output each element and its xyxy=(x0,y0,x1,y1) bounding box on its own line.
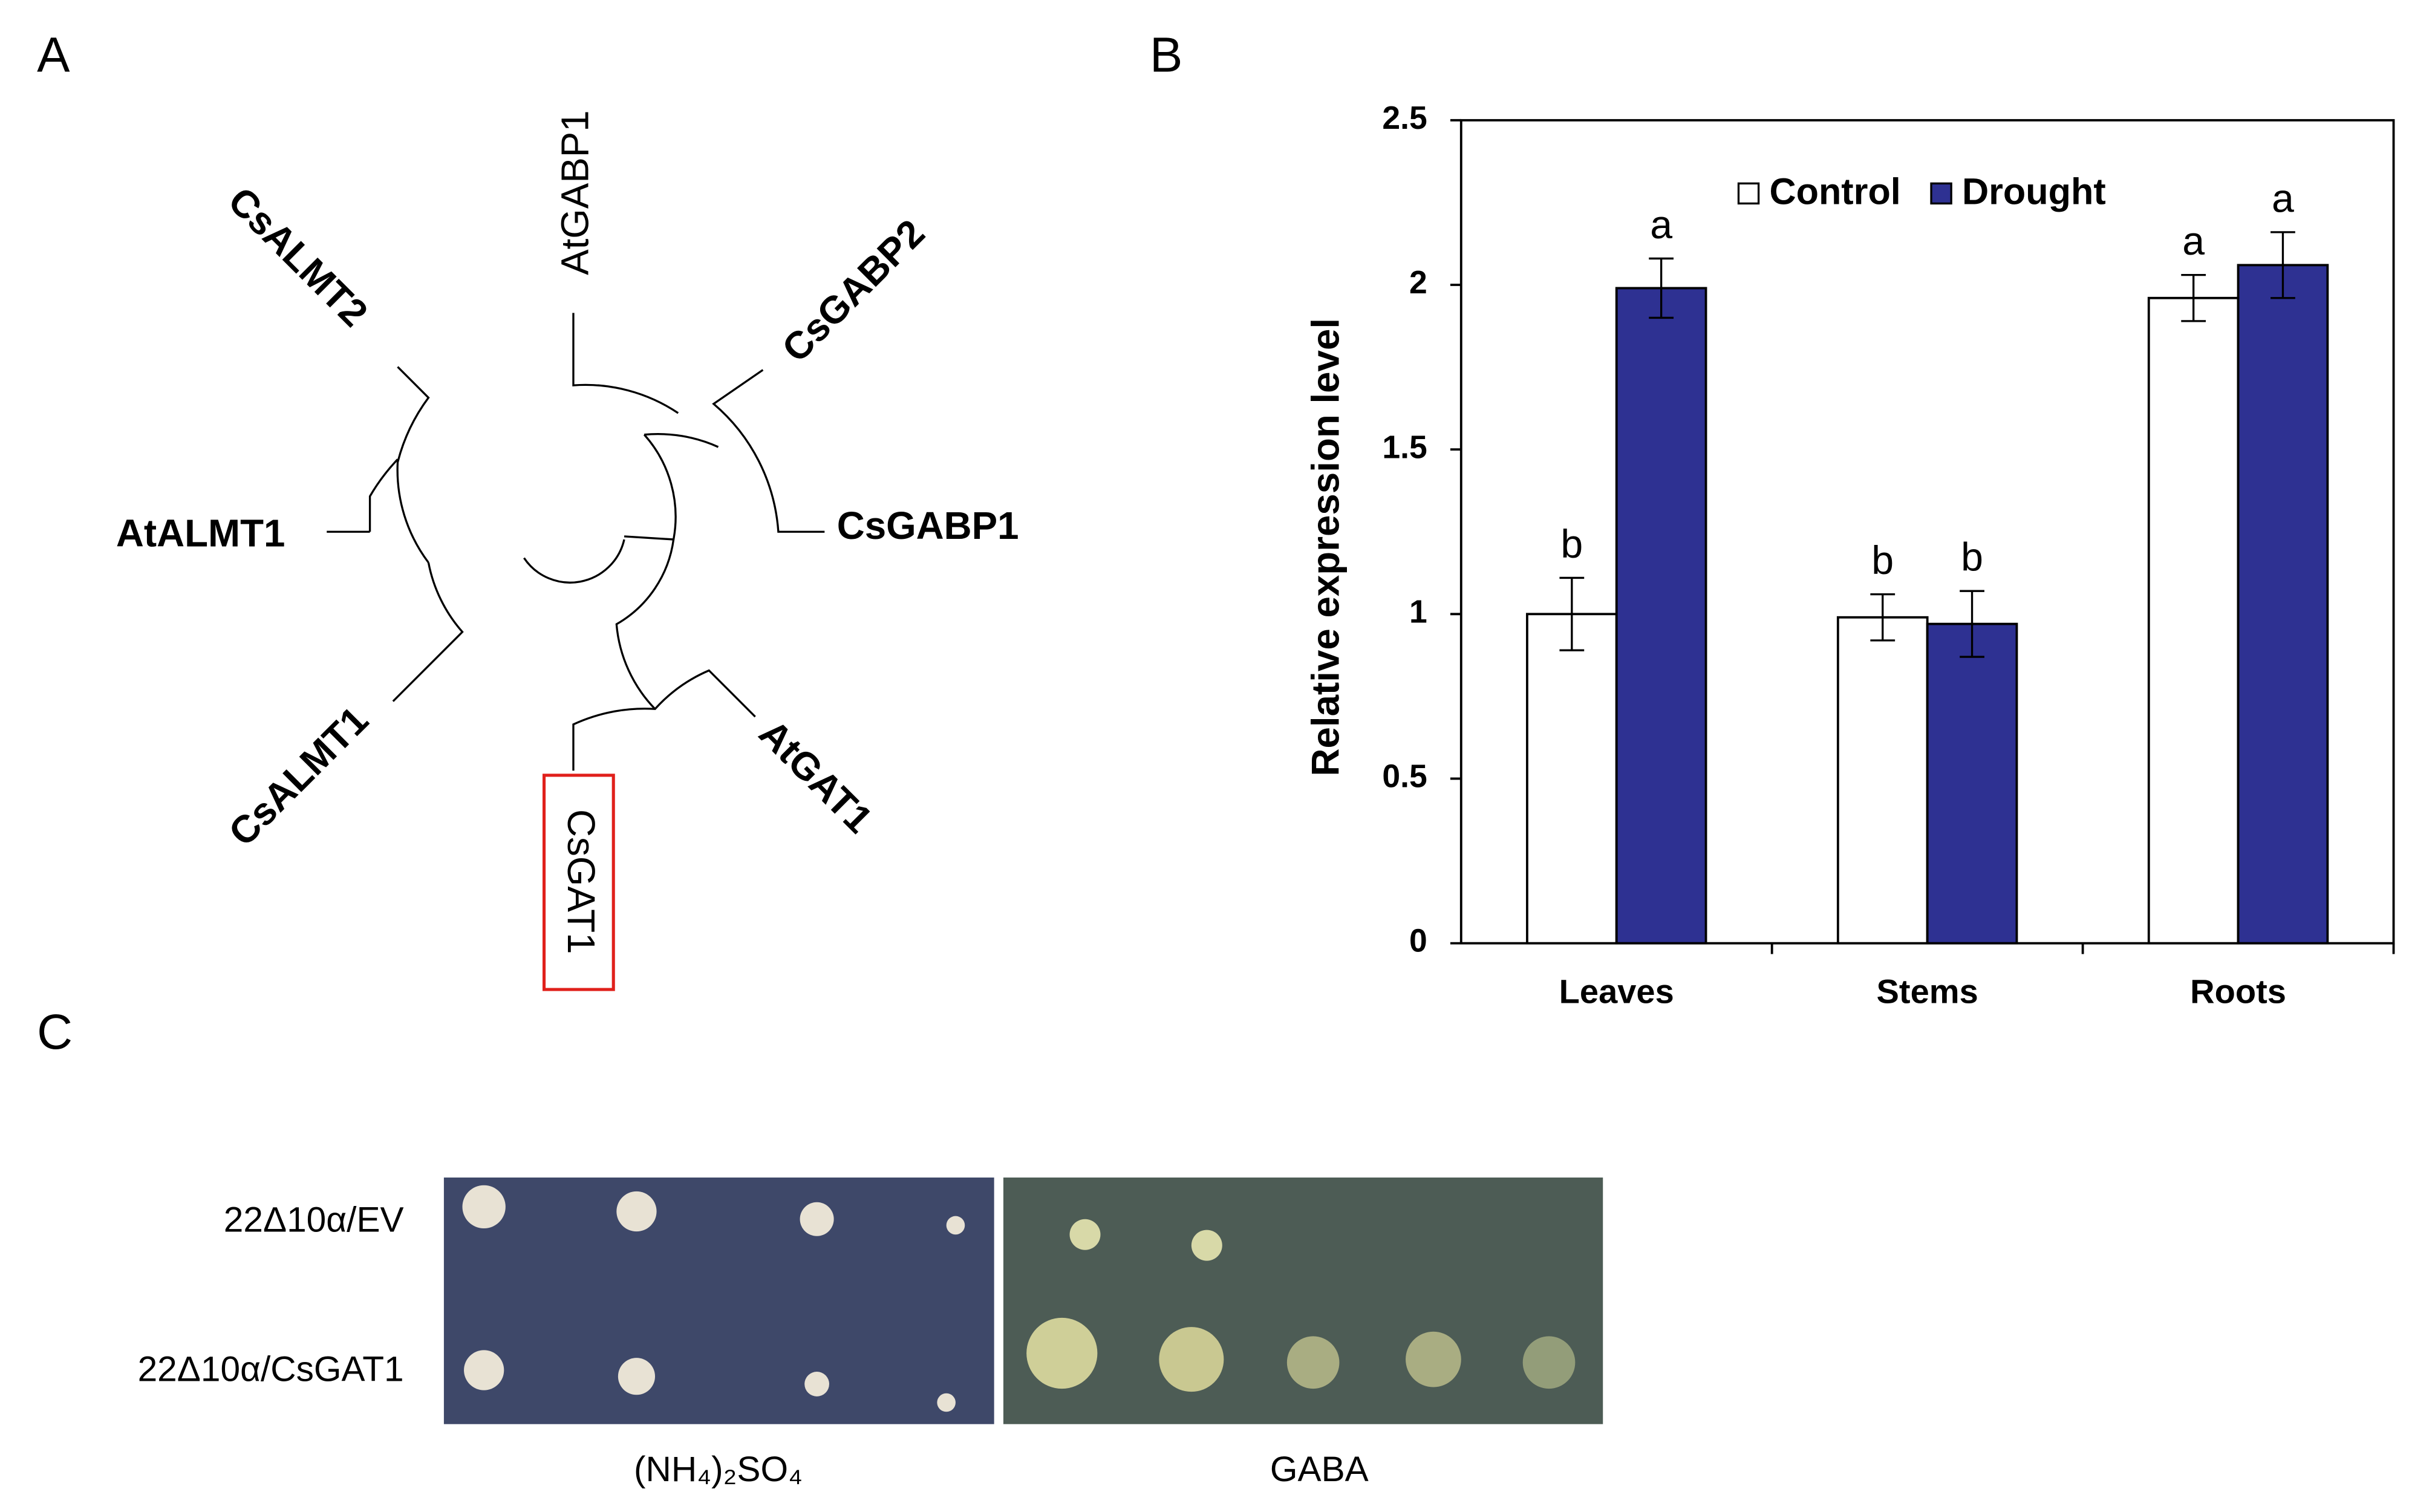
plate xyxy=(1003,1177,1603,1424)
significance-letter: b xyxy=(1871,538,1894,583)
bar xyxy=(2237,264,2329,945)
panel-label: B xyxy=(1150,27,1182,82)
bar xyxy=(1836,616,1929,945)
significance-letter: a xyxy=(2182,219,2205,264)
x-tick-label: Leaves xyxy=(1559,973,1674,1011)
legend-label: Drought xyxy=(1962,171,2106,212)
x-tick-label: Stems xyxy=(1877,973,1978,1011)
colonies xyxy=(462,1185,1576,1412)
y-tick-label: 1 xyxy=(1409,594,1427,630)
error-bar xyxy=(1960,590,1984,658)
x-tick-label: Roots xyxy=(2190,973,2286,1011)
chart: 0 0.5 1 1.5 2 2.5 Relative expression level b b a… xyxy=(1304,100,2395,1011)
bar xyxy=(2147,296,2240,945)
y-tick-label: 1.5 xyxy=(1382,429,1427,465)
tree-leaf: AtALMT1 xyxy=(116,512,285,555)
highlight-box xyxy=(543,774,615,991)
y-tick-label: 2 xyxy=(1409,265,1427,301)
significance-letter: b xyxy=(1961,535,1983,580)
y-tick-label: 2.5 xyxy=(1382,100,1427,136)
bar xyxy=(1615,287,1707,945)
y-axis-title: Relative expression level xyxy=(1304,318,1347,777)
tree-leaf: CsALMT1 xyxy=(221,699,377,855)
legend-label: Control xyxy=(1769,171,1900,212)
significance-letter: b xyxy=(1560,522,1583,567)
error-bar xyxy=(1870,593,1896,642)
tree-leaf: CsGAT1 xyxy=(559,809,602,954)
error-bar xyxy=(2270,231,2295,299)
significance-letter: a xyxy=(1650,203,1672,247)
panel-label: A xyxy=(37,27,70,82)
tree xyxy=(327,313,825,771)
row-label: 22Δ10α/CsGAT1 xyxy=(138,1350,404,1389)
bar xyxy=(1926,622,2018,945)
error-bar xyxy=(2181,273,2206,322)
tree-leaf: CsALMT2 xyxy=(220,179,376,335)
significance-letter: a xyxy=(2272,176,2294,221)
bar xyxy=(1526,613,1618,945)
column-label: GABA xyxy=(1270,1450,1369,1489)
error-bar xyxy=(1559,576,1585,651)
column-label: (NH₄)₂SO₄ xyxy=(634,1450,803,1489)
legend-swatch xyxy=(1930,182,1952,205)
tree-leaf: AtGAT1 xyxy=(751,711,881,841)
yeast-plates xyxy=(443,1177,1603,1424)
tree-leaf: CsGABP2 xyxy=(774,211,933,370)
y-tick-label: 0.5 xyxy=(1382,759,1427,795)
tree-leaf: AtGABP1 xyxy=(553,110,596,275)
row-label: 22Δ10α/EV xyxy=(224,1200,404,1239)
legend-swatch xyxy=(1737,182,1760,205)
tree-leaf: CsGABP1 xyxy=(837,504,1019,547)
panel-label: C xyxy=(37,1005,73,1060)
error-bar xyxy=(1649,257,1674,319)
y-tick-label: 0 xyxy=(1409,924,1427,959)
plate xyxy=(443,1177,994,1424)
